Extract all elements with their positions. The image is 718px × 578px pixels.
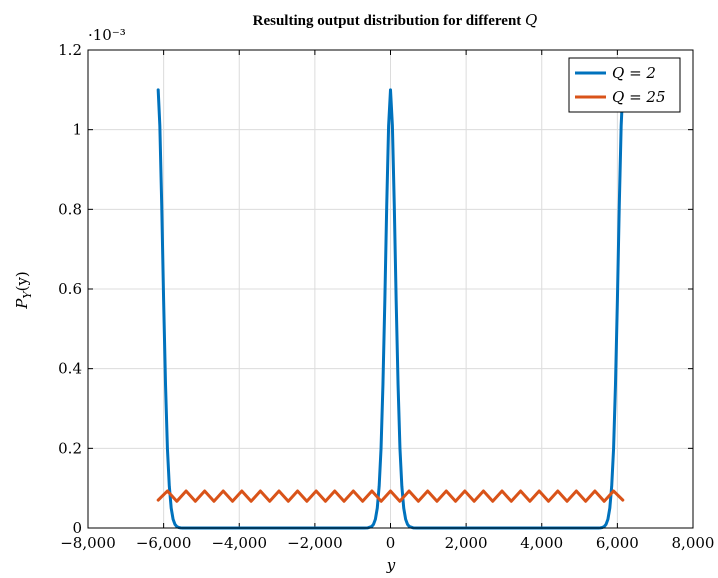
legend-label-q25: Q = 25 <box>612 88 666 106</box>
y-tick-labels: 0 0.2 0.4 0.6 0.8 1 1.2 <box>58 41 82 537</box>
y-tick-label: 0.6 <box>58 280 82 298</box>
x-tick-label: 2,000 <box>445 534 488 552</box>
x-tick-label: 6,000 <box>596 534 639 552</box>
x-tick-label: −6,000 <box>136 534 192 552</box>
legend: Q = 2 Q = 25 <box>568 57 681 113</box>
x-tick-label: −2,000 <box>287 534 343 552</box>
x-tick-label: 8,000 <box>672 534 715 552</box>
x-tick-label: 0 <box>386 534 396 552</box>
y-tick-label: 1 <box>72 121 82 139</box>
x-tick-label: 4,000 <box>520 534 563 552</box>
y-tick-label: 0.8 <box>58 200 82 218</box>
y-exponent-label: ·10⁻³ <box>88 26 126 44</box>
y-tick-label: 1.2 <box>58 41 82 59</box>
y-tick-label: 0.4 <box>58 360 82 378</box>
x-tick-label: −8,000 <box>60 534 116 552</box>
legend-label-q2: Q = 2 <box>612 64 656 82</box>
y-tick-label: 0 <box>72 519 82 537</box>
x-tick-labels: −8,000 −6,000 −4,000 −2,000 0 2,000 4,000 6,000… <box>60 534 714 552</box>
plot-frame <box>87 49 694 529</box>
series-lines <box>156 88 625 530</box>
grid <box>87 49 694 529</box>
series-line-q2 <box>156 88 625 530</box>
legend-box <box>568 57 681 113</box>
series-line-q25 <box>156 489 625 503</box>
x-tick-label: −4,000 <box>211 534 267 552</box>
y-tick-label: 0.2 <box>58 439 82 457</box>
y-axis-label: PY(y) <box>13 271 34 310</box>
chart-title: Resulting output distribution for differ… <box>253 11 538 29</box>
x-axis-label: y <box>386 556 396 574</box>
